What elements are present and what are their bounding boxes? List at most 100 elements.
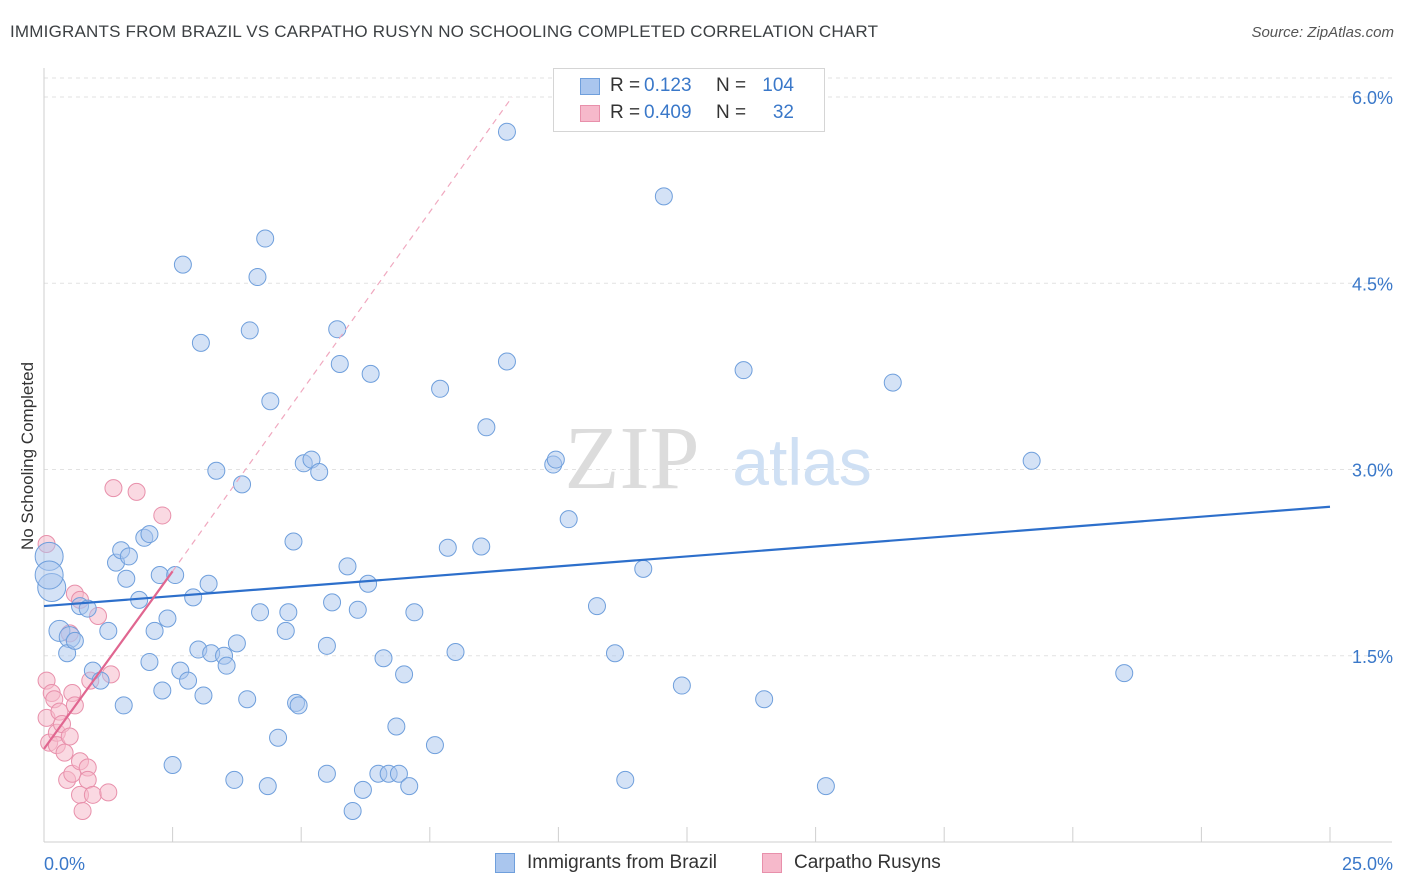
point-brazil bbox=[279, 603, 298, 622]
point-carpatho-rusyn bbox=[127, 482, 146, 501]
point-brazil bbox=[158, 609, 177, 628]
point-brazil bbox=[387, 717, 406, 736]
point-layer bbox=[34, 122, 1134, 820]
point-brazil bbox=[251, 603, 270, 622]
point-brazil bbox=[472, 537, 491, 556]
point-brazil bbox=[587, 597, 606, 616]
point-brazil bbox=[338, 557, 357, 576]
point-brazil bbox=[395, 665, 414, 684]
point-carpatho-rusyn bbox=[73, 801, 92, 820]
point-brazil bbox=[145, 621, 164, 640]
point-brazil bbox=[816, 777, 835, 796]
point-brazil bbox=[261, 392, 280, 411]
grid-layer bbox=[44, 77, 1392, 657]
point-brazil bbox=[163, 756, 182, 775]
point-brazil bbox=[119, 547, 138, 566]
point-brazil bbox=[317, 636, 336, 655]
x-tick-label: 0.0% bbox=[44, 854, 85, 874]
point-brazil bbox=[317, 764, 336, 783]
legend-r-value: 0.409 bbox=[644, 102, 692, 123]
point-carpatho-rusyn bbox=[55, 743, 74, 762]
legend-row-brazil: R = 0.123 N = 104 bbox=[554, 73, 794, 99]
y-axis-label: No Schooling Completed bbox=[18, 361, 37, 551]
point-brazil bbox=[361, 364, 380, 383]
point-brazil bbox=[34, 560, 64, 590]
point-brazil bbox=[233, 475, 252, 494]
point-brazil bbox=[284, 532, 303, 551]
legend-n-label: N = bbox=[716, 75, 747, 96]
x-tick-label: 25.0% bbox=[1342, 854, 1393, 874]
point-carpatho-rusyn bbox=[60, 727, 79, 746]
y-tick-label: 4.5% bbox=[1352, 274, 1393, 294]
point-brazil bbox=[179, 671, 198, 690]
point-brazil bbox=[374, 649, 393, 668]
legend-item-brazil: Immigrants from Brazil bbox=[495, 852, 717, 874]
point-brazil bbox=[546, 450, 565, 469]
point-brazil bbox=[248, 268, 267, 287]
point-brazil bbox=[400, 777, 419, 796]
point-brazil bbox=[1115, 664, 1134, 683]
point-brazil bbox=[348, 600, 367, 619]
point-brazil bbox=[225, 770, 244, 789]
point-brazil bbox=[194, 686, 213, 705]
point-brazil bbox=[78, 599, 97, 618]
legend-swatch-rusyn bbox=[580, 104, 600, 122]
legend-label-rusyn: Carpatho Rusyns bbox=[794, 852, 941, 873]
point-brazil bbox=[616, 770, 635, 789]
point-brazil bbox=[1022, 451, 1041, 470]
point-brazil bbox=[634, 559, 653, 578]
point-brazil bbox=[256, 229, 275, 248]
point-brazil bbox=[446, 643, 465, 662]
legend-n-value: 104 bbox=[762, 75, 794, 96]
point-brazil bbox=[497, 122, 516, 141]
point-brazil bbox=[240, 321, 259, 340]
watermark-zip: ZIP bbox=[565, 409, 700, 508]
point-carpatho-rusyn bbox=[153, 506, 172, 525]
point-brazil bbox=[654, 187, 673, 206]
point-brazil bbox=[289, 696, 308, 715]
point-brazil bbox=[431, 379, 450, 398]
point-brazil bbox=[425, 736, 444, 755]
point-brazil bbox=[734, 361, 753, 380]
legend-swatch-rusyn bbox=[762, 853, 782, 873]
axis-layer: 1.5% 3.0% 4.5% 6.0% 0.0% 25.0% bbox=[43, 68, 1393, 874]
point-brazil bbox=[438, 538, 457, 557]
point-brazil bbox=[323, 593, 342, 612]
point-brazil bbox=[140, 525, 159, 544]
series-legend: Immigrants from Brazil Carpatho Rusyns bbox=[0, 852, 1406, 878]
point-brazil bbox=[330, 354, 349, 373]
point-brazil bbox=[153, 681, 172, 700]
point-brazil bbox=[276, 621, 295, 640]
point-brazil bbox=[65, 631, 84, 650]
legend-r-label: R = bbox=[610, 102, 641, 123]
point-brazil bbox=[269, 728, 288, 747]
point-brazil bbox=[258, 777, 277, 796]
legend-n-label: N = bbox=[716, 102, 747, 123]
point-brazil bbox=[166, 566, 185, 585]
legend-swatch-brazil bbox=[580, 77, 600, 95]
point-brazil bbox=[353, 780, 372, 799]
legend-r-value: 0.123 bbox=[644, 75, 692, 96]
point-brazil bbox=[199, 574, 218, 593]
point-brazil bbox=[389, 764, 408, 783]
point-brazil bbox=[173, 255, 192, 274]
point-brazil bbox=[359, 574, 378, 593]
legend-n-value: 32 bbox=[772, 102, 794, 123]
source-label: Source: ZipAtlas.com bbox=[1251, 24, 1394, 41]
point-brazil bbox=[559, 510, 578, 529]
point-brazil bbox=[227, 634, 246, 653]
watermark: ZIP atlas bbox=[565, 409, 872, 508]
point-brazil bbox=[114, 696, 133, 715]
point-brazil bbox=[99, 621, 118, 640]
point-brazil bbox=[140, 652, 159, 671]
point-brazil bbox=[310, 462, 329, 481]
point-brazil bbox=[328, 320, 347, 339]
point-brazil bbox=[605, 644, 624, 663]
point-brazil bbox=[238, 690, 257, 709]
y-tick-label: 1.5% bbox=[1352, 647, 1393, 667]
watermark-atlas: atlas bbox=[732, 425, 871, 499]
point-brazil bbox=[207, 461, 226, 480]
point-brazil bbox=[217, 656, 236, 675]
y-tick-label: 3.0% bbox=[1352, 461, 1393, 481]
point-brazil bbox=[184, 588, 203, 607]
